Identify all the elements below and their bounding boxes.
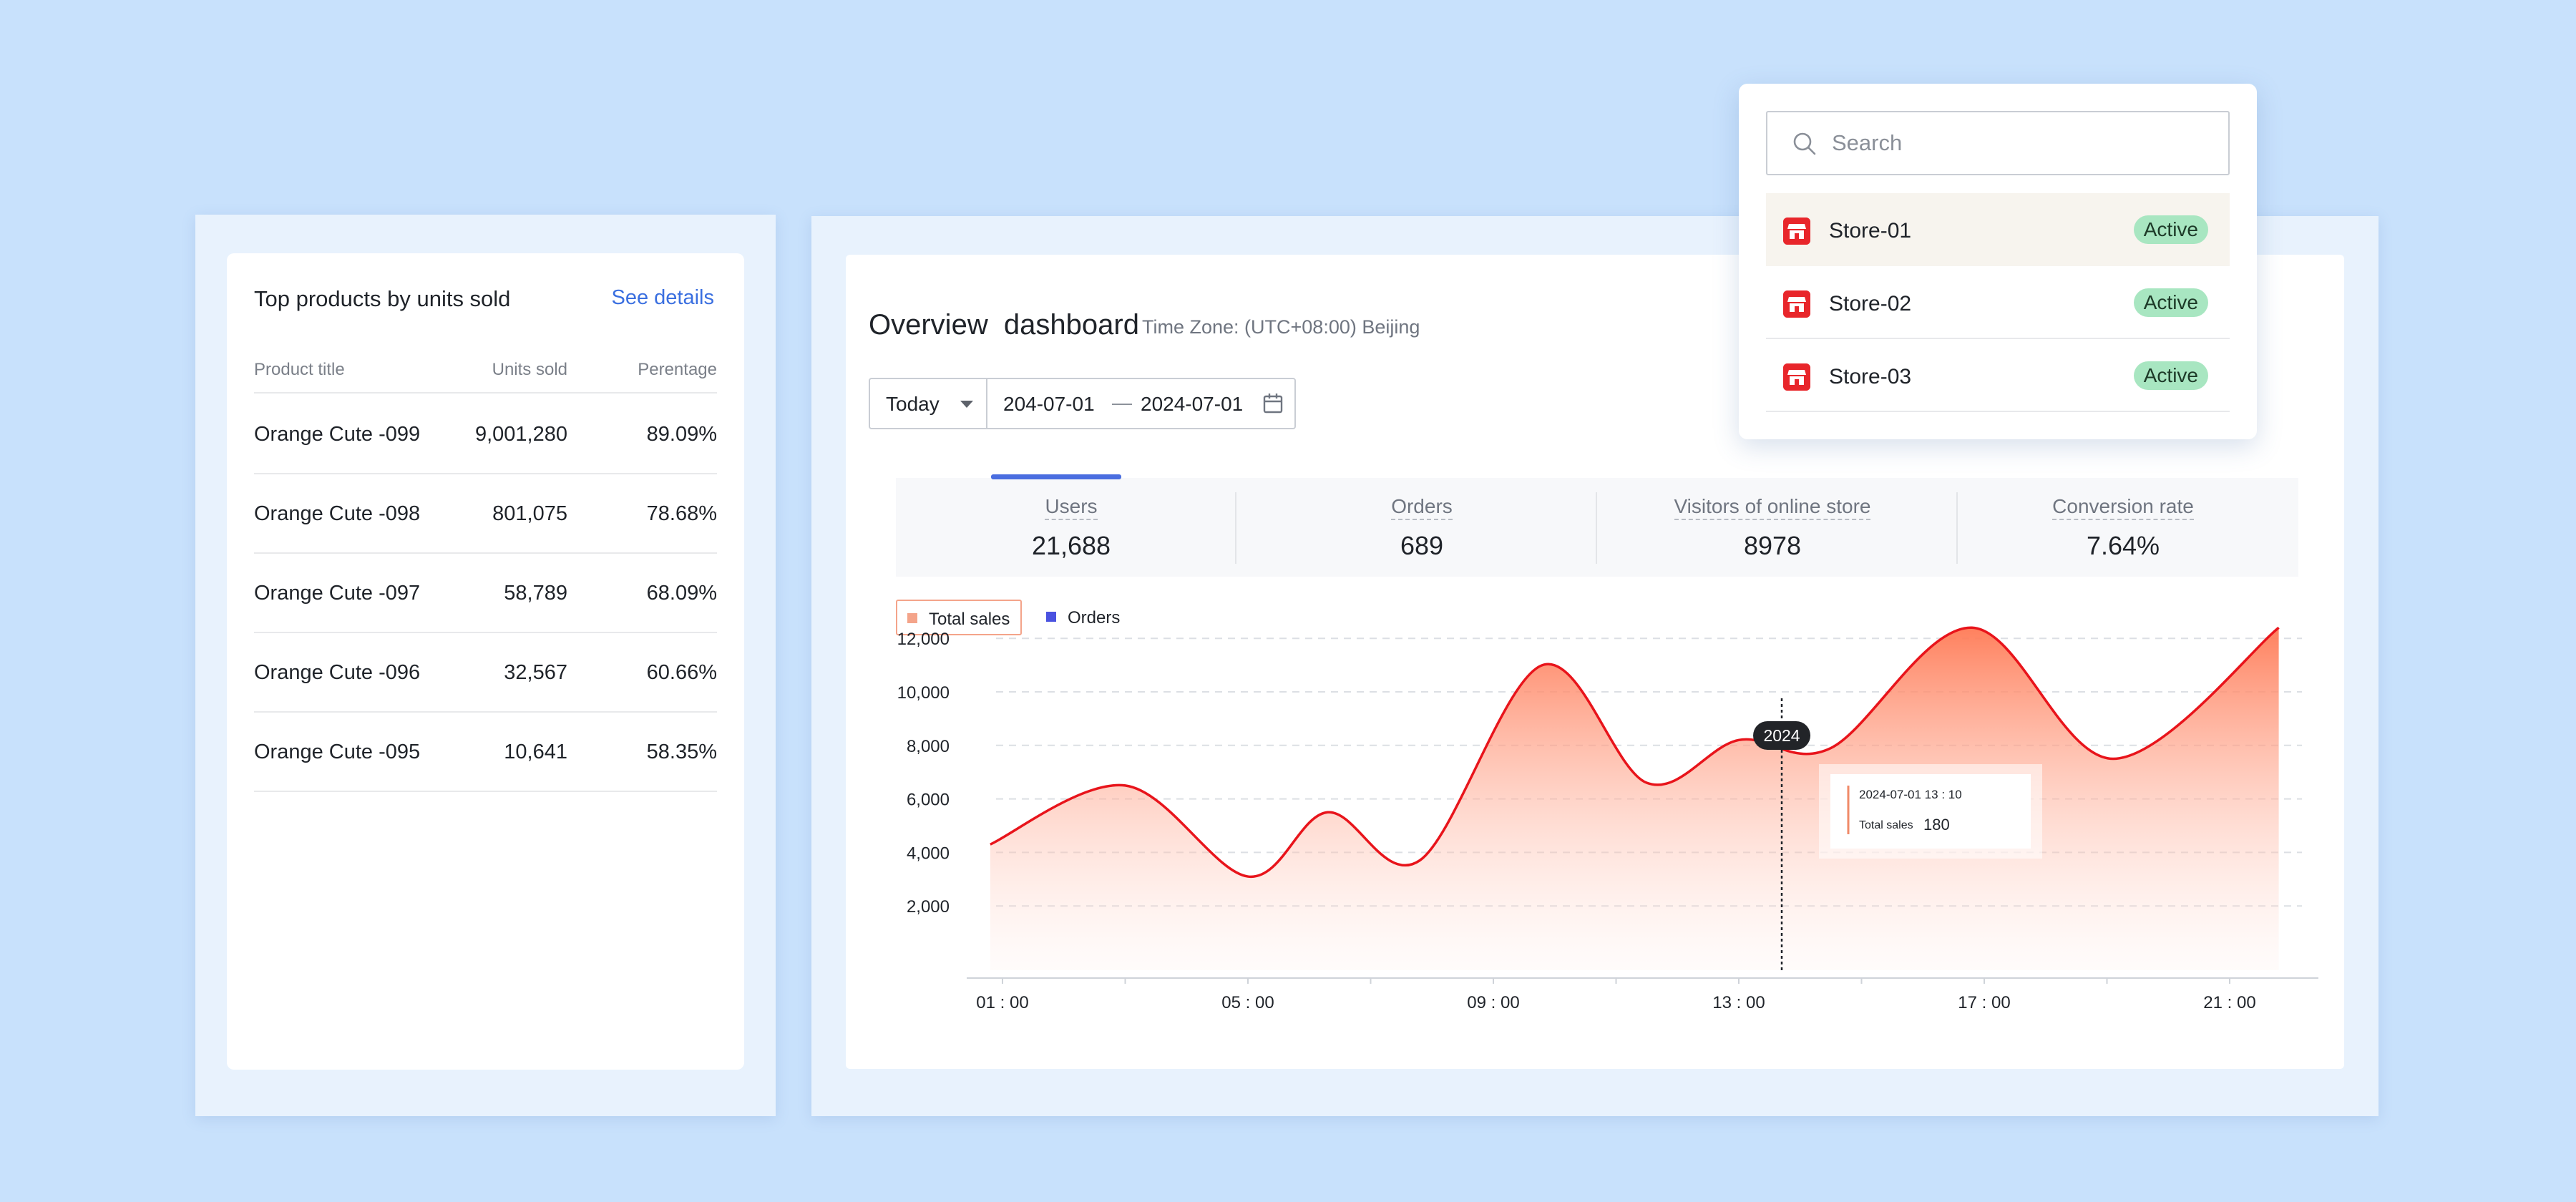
table-row[interactable]: Orange Cute -099 9,001,280 89.09% [254,395,717,474]
date-preset-label: Today [886,393,940,415]
total-sales-line [990,626,2280,878]
active-tab-indicator [991,474,1121,479]
tooltip-series-name: Total sales [1859,819,1913,831]
units-sold-cell: 801,075 [492,502,567,525]
date-preset-select[interactable]: Today [870,379,987,428]
store-name: Store-02 [1829,292,1912,316]
units-sold-cell: 58,789 [504,582,567,605]
store-icon [1783,363,1810,391]
status-badge: Active [2133,215,2208,244]
x-tick-label: 17 : 00 [1958,993,2010,1012]
stat-orders[interactable]: Orders 689 [1246,478,1597,577]
dashboard-title: Overview dashboard [869,309,1139,341]
search-input[interactable] [1832,127,2211,160]
legend-swatch [1046,612,1056,622]
product-title-cell: Orange Cute -095 [254,741,421,763]
table-row[interactable]: Orange Cute -097 58,789 68.09% [254,554,717,633]
x-tick-label: 21 : 00 [2203,993,2255,1012]
x-tick-label: 05 : 00 [1221,993,1274,1012]
table-row[interactable]: Orange Cute -096 32,567 60.66% [254,633,717,713]
stat-value: 21,688 [1031,531,1111,560]
hover-marker-badge [1753,721,1811,750]
hover-marker-label: 2024 [1763,726,1800,745]
store-name: Store-01 [1829,219,1912,243]
tooltip-value: 180 [1923,816,1950,834]
x-tick-label: 01 : 00 [976,993,1028,1012]
status-badge: Active [2133,361,2208,390]
calendar-icon[interactable] [1262,392,1284,415]
date-separator: — [1112,391,1132,414]
stat-label: Orders [1391,495,1453,520]
store-icon [1783,290,1810,318]
stat-divider [1956,492,1958,564]
stat-divider [1596,492,1597,564]
stat-value: 689 [1400,531,1444,560]
stat-visitors[interactable]: Visitors of online store 8978 [1597,478,1948,577]
x-tick-label: 09 : 00 [1467,993,1519,1012]
timezone-label: Time Zone: (UTC+08:00) Beijing [1142,316,1420,338]
units-sold-cell: 10,641 [504,741,567,763]
legend-total-sales[interactable]: Total sales [896,600,1022,635]
y-tick-label: 12,000 [897,630,950,649]
status-badge: Active [2133,288,2208,317]
stat-value: 7.64% [2086,531,2160,560]
stats-strip: Users 21,688 Orders 689 Visitors of onli… [896,474,2298,577]
total-sales-area [990,627,2279,970]
product-title-cell: Orange Cute -099 [254,423,421,446]
product-title-cell: Orange Cute -098 [254,502,421,525]
column-header-percentage[interactable]: Perentage [638,360,717,379]
store-icon [1783,218,1810,245]
legend-swatch [907,613,917,623]
search-field[interactable] [1766,111,2230,175]
percentage-cell: 68.09% [646,582,717,605]
y-tick-label: 10,000 [897,683,950,703]
top-products-card: Top products by units sold See details P… [227,253,744,1070]
units-sold-cell: 32,567 [504,661,567,684]
tooltip-date: 2024-07-01 13 : 10 [1859,788,1962,801]
percentage-cell: 60.66% [646,661,717,684]
x-tick-label: 13 : 00 [1712,993,1765,1012]
product-title-cell: Orange Cute -096 [254,661,421,684]
tooltip [1830,774,2031,849]
y-tick-label: 6,000 [907,791,950,810]
product-title-cell: Orange Cute -097 [254,582,421,605]
table-row[interactable]: Orange Cute -095 10,641 58.35% [254,713,717,792]
units-sold-cell: 9,001,280 [474,423,567,446]
start-date-field[interactable]: 204-07-01 [1003,393,1095,415]
legend-label: Orders [1068,608,1121,627]
store-item-store-01[interactable]: Store-01 Active [1766,193,2230,266]
stat-label: Users [1045,495,1098,520]
see-details-link[interactable]: See details [611,286,715,309]
table-header: Product title Units sold Perentage [254,358,717,394]
column-header-product-title[interactable]: Product title [254,360,345,379]
search-icon [1793,132,1816,155]
date-range-picker: Today 204-07-01 — 2024-07-01 [869,378,1296,429]
column-header-units-sold[interactable]: Units sold [492,360,567,379]
top-products-panel: Top products by units sold See details P… [195,215,776,1116]
table-row[interactable]: Orange Cute -098 801,075 78.68% [254,474,717,554]
legend-label: Total sales [929,610,1010,629]
top-products-title: Top products by units sold [254,286,511,311]
sales-area-chart[interactable]: 2,000 4,000 6,000 8,000 10,000 12,000 01 : 00 0… [846,255,2344,1069]
store-name: Store-03 [1829,365,1912,389]
y-tick-label: 2,000 [907,897,950,917]
stat-value: 8978 [1743,531,1802,560]
caret-down-icon [960,401,973,408]
stat-label: Conversion rate [2052,495,2194,520]
percentage-cell: 58.35% [646,741,717,763]
store-item-store-02[interactable]: Store-02 Active [1766,266,2230,339]
percentage-cell: 78.68% [646,502,717,525]
stat-label: Visitors of online store [1674,495,1871,520]
y-tick-label: 8,000 [907,737,950,756]
end-date-field[interactable]: 2024-07-01 [1141,393,1244,415]
legend-orders[interactable]: Orders [1046,600,1146,635]
store-selector-popup: Store-01 Active Store-02 Active Store-03… [1739,84,2257,439]
percentage-cell: 89.09% [646,423,717,446]
store-item-store-03[interactable]: Store-03 Active [1766,339,2230,412]
stat-divider [1235,492,1236,564]
stat-conversion-rate[interactable]: Conversion rate 7.64% [1948,478,2298,577]
stat-users[interactable]: Users 21,688 [896,474,1246,577]
y-tick-label: 4,000 [907,844,950,863]
